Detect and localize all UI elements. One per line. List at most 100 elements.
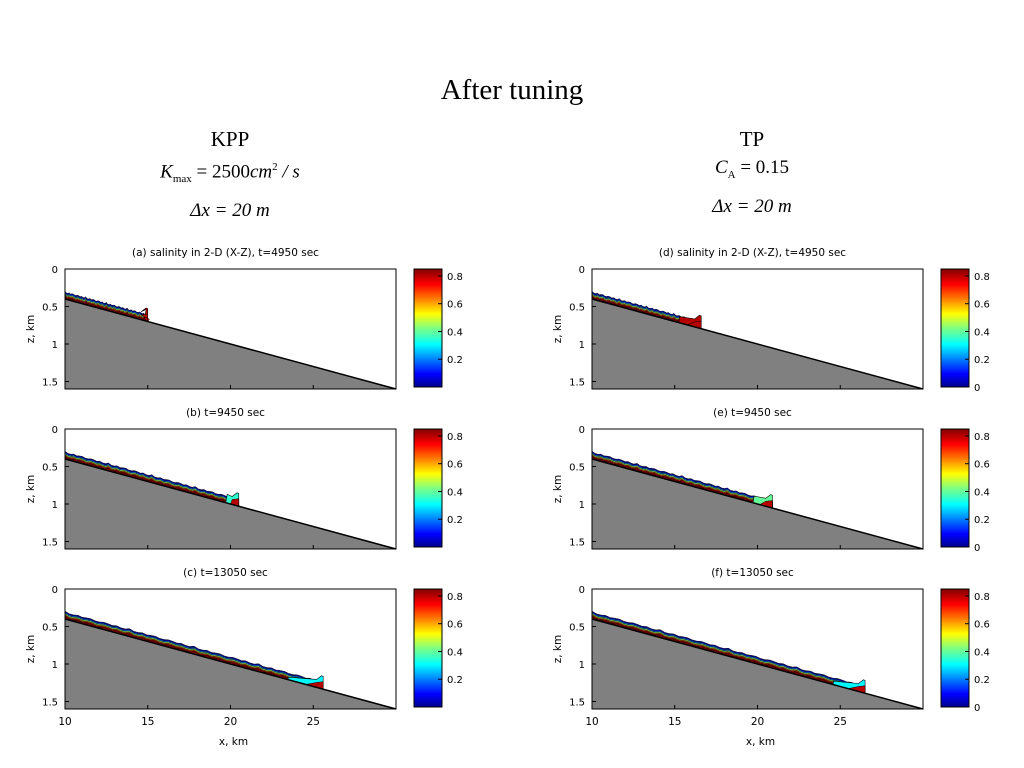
x-tick-label: 25	[834, 716, 847, 728]
colorbar	[940, 268, 970, 388]
y-tick-label: 0	[52, 265, 58, 276]
colorbar-tick-label: 0.6	[447, 300, 463, 311]
x-tick-label: 10	[58, 716, 71, 728]
slope-line	[591, 298, 924, 390]
x-tick-label: 10	[585, 716, 598, 728]
ca-equation: CA = 0.15	[632, 152, 872, 191]
y-tick-label: 1.5	[569, 378, 585, 389]
y-tick-label: 1	[579, 340, 585, 351]
param-tail: / s	[277, 161, 300, 183]
colorbar-tick-label: 0.8	[974, 592, 990, 603]
y-tick-label: 1	[52, 500, 58, 511]
x-axis-label: x, km	[219, 736, 248, 748]
y-tick-label: 1	[52, 340, 58, 351]
colorbar	[940, 588, 970, 708]
y-tick-label: 0.5	[42, 623, 58, 634]
colorbar	[413, 588, 443, 708]
x-axis-label: x, km	[746, 736, 775, 748]
colorbar-tick-label: 0.2	[974, 355, 990, 366]
x-tick-label: 20	[751, 716, 764, 728]
y-tick-label: 0.5	[569, 463, 585, 474]
colorbar-tick-label: 0.2	[974, 515, 990, 526]
param-value: = 2500	[196, 161, 250, 183]
colorbar-tick-label: 0.4	[974, 327, 990, 338]
kmax-equation: Kmax = 2500cm2 / s	[110, 152, 350, 195]
colorbar-tick-label: 0.6	[974, 460, 990, 471]
colorbar-tick-label: 0.4	[447, 647, 463, 658]
slope-line	[64, 298, 397, 390]
colorbar-tick-label: 0.8	[974, 272, 990, 283]
y-tick-label: 1.5	[569, 538, 585, 549]
x-tick-label: 15	[141, 716, 154, 728]
y-tick-label: 0.5	[42, 303, 58, 314]
y-axis-label: z, km	[25, 635, 37, 664]
colorbar-tick-label: 0.2	[447, 515, 463, 526]
panel-title: (c) t=13050 sec	[183, 567, 268, 579]
slope-line	[591, 458, 924, 550]
column-heading: KPP	[210, 127, 250, 151]
param-unit-sup: 2	[272, 161, 278, 173]
colorbar-tick-label: 0.6	[974, 620, 990, 631]
y-tick-label: 0	[579, 265, 585, 276]
panel-title: (d) salinity in 2-D (X-Z), t=4950 sec	[659, 247, 846, 259]
colorbar-tick-label: 0.4	[974, 487, 990, 498]
colorbar-tick-label: 0.8	[447, 432, 463, 443]
colorbar	[940, 428, 970, 548]
panel-title: (e) t=9450 sec	[713, 407, 792, 419]
y-tick-label: 0.5	[569, 623, 585, 634]
y-tick-label: 1	[579, 660, 585, 671]
x-tick-label: 25	[307, 716, 320, 728]
slide-title: After tuning	[440, 74, 584, 106]
dx-equation: Δx = 20 m	[712, 195, 792, 217]
param-subscript: max	[172, 173, 192, 186]
colorbar-tick-label: 0.2	[447, 355, 463, 366]
param-symbol: K	[160, 161, 173, 183]
panel-title: (a) salinity in 2-D (X-Z), t=4950 sec	[132, 247, 319, 259]
param-subscript: A	[727, 168, 736, 181]
y-tick-label: 1	[579, 500, 585, 511]
x-tick-label: 15	[668, 716, 681, 728]
param-symbol: C	[714, 157, 728, 178]
column-header-kpp: KPP Kmax = 2500cm2 / s Δx = 20 m	[110, 126, 350, 226]
column-header-tp: TP CA = 0.15 Δx = 20 m	[632, 126, 872, 222]
colorbar-tick-label: 0.6	[447, 620, 463, 631]
x-tick-label: 20	[224, 716, 237, 728]
y-tick-label: 1.5	[42, 538, 58, 549]
slope-line	[64, 618, 397, 710]
y-axis-label: z, km	[552, 635, 564, 664]
y-axis-label: z, km	[552, 315, 564, 344]
colorbar-tick-label: 0.2	[974, 675, 990, 686]
y-axis-label: z, km	[25, 315, 37, 344]
colorbar-tick-label: 0.8	[974, 432, 990, 443]
slope-line	[591, 618, 924, 710]
colorbar-tick-label: 0	[974, 703, 980, 714]
colorbar-tick-label: 0.8	[447, 592, 463, 603]
colorbar	[413, 428, 443, 548]
y-tick-label: 1.5	[569, 698, 585, 709]
y-axis-label: z, km	[552, 475, 564, 504]
param-unit: cm	[250, 161, 273, 183]
slope-line	[64, 458, 397, 550]
colorbar-tick-label: 0	[974, 543, 980, 554]
param-value: = 0.15	[740, 157, 790, 178]
y-tick-label: 0	[52, 425, 58, 436]
current-core	[140, 313, 150, 323]
y-tick-label: 1.5	[42, 698, 58, 709]
colorbar-tick-label: 0.6	[974, 300, 990, 311]
colorbar-tick-label: 0.4	[974, 647, 990, 658]
y-tick-label: 0	[579, 425, 585, 436]
y-axis-label: z, km	[25, 475, 37, 504]
panel-title: (f) t=13050 sec	[711, 567, 794, 579]
colorbar-tick-label: 0.2	[447, 675, 463, 686]
y-tick-label: 1.5	[42, 378, 58, 389]
y-tick-label: 0.5	[42, 463, 58, 474]
y-tick-label: 0.5	[569, 303, 585, 314]
colorbar-tick-label: 0.8	[447, 272, 463, 283]
y-tick-label: 0	[579, 585, 585, 596]
dx-equation: Δx = 20 m	[190, 200, 270, 222]
colorbar-tick-label: 0.4	[447, 327, 463, 338]
y-tick-label: 0	[52, 585, 58, 596]
colorbar	[413, 268, 443, 388]
column-heading: TP	[739, 127, 765, 151]
